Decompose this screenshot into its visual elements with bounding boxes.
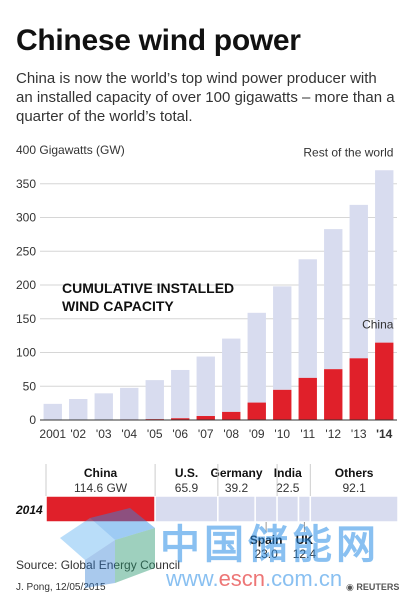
x-tick-label: '11 xyxy=(300,427,315,441)
legend-china: China xyxy=(362,318,394,332)
watermark-text: 中国储能网 xyxy=(160,523,380,567)
x-tick-label: '10 xyxy=(274,427,290,441)
bar-china xyxy=(247,402,266,420)
share-segment-value: 114.6 GW xyxy=(74,481,128,495)
x-tick-label: '08 xyxy=(223,427,239,441)
share-segment-name: Others xyxy=(335,466,374,480)
y-tick-label: 100 xyxy=(16,346,36,360)
y-tick-label: 200 xyxy=(16,278,36,292)
share-segment-name: U.S. xyxy=(175,466,198,480)
reuters-label: REUTERS xyxy=(356,582,400,592)
chart-subtitle: China is now the world’s top wind power … xyxy=(16,70,395,125)
share-segment-value: 12.4 xyxy=(293,547,317,561)
y-tick-label: 50 xyxy=(23,379,37,393)
bar-china xyxy=(273,389,292,420)
reuters-logo: ◉ REUTERS xyxy=(346,582,400,592)
x-tick-label: '12 xyxy=(325,427,341,441)
bar-rest-of-world xyxy=(120,387,139,420)
bar-china xyxy=(222,411,241,420)
x-tick-label: '14 xyxy=(376,427,393,441)
share-segment-value: 39.2 xyxy=(225,481,249,495)
y-tick-label: 150 xyxy=(16,312,36,326)
share-segment-value: 23.0 xyxy=(254,547,278,561)
share-segment-name: China xyxy=(84,466,118,480)
x-tick-label: 2001 xyxy=(39,427,66,441)
bar-rest-of-world xyxy=(375,170,394,343)
share-segment-value: 92.1 xyxy=(342,481,366,495)
x-tick-label: '03 xyxy=(96,427,112,441)
bar-rest-of-world xyxy=(145,380,164,420)
bar-rest-of-world xyxy=(273,286,292,390)
legend-rest-of-world: Rest of the world xyxy=(303,145,393,159)
share-segment xyxy=(154,495,219,523)
x-tick-label: '05 xyxy=(147,427,163,441)
share-segment-name: India xyxy=(274,466,302,480)
chart-annotation: WIND CAPACITY xyxy=(62,298,174,314)
bar-rest-of-world xyxy=(222,338,241,412)
y-tick-label: 300 xyxy=(16,211,36,225)
chart-title: Chinese wind power xyxy=(16,24,301,57)
x-tick-label: '06 xyxy=(172,427,188,441)
watermark-cube-logo xyxy=(60,508,155,588)
share-segment-value: 22.5 xyxy=(276,481,300,495)
y-tick-label: 250 xyxy=(16,244,36,258)
x-tick-label: '02 xyxy=(70,427,86,441)
bar-china xyxy=(375,342,394,420)
watermark-url: www.escn.com.cn xyxy=(166,566,343,591)
share-row-label: 2014 xyxy=(15,503,43,517)
credit-note: J. Pong, 12/05/2015 xyxy=(16,582,106,593)
bar-china xyxy=(196,416,215,420)
bar-china xyxy=(171,418,190,420)
x-tick-label: '04 xyxy=(121,427,137,441)
bar-rest-of-world xyxy=(247,312,266,403)
bar-china xyxy=(298,377,317,420)
share-segment xyxy=(45,495,156,523)
share-segment xyxy=(217,495,256,523)
bar-rest-of-world xyxy=(298,259,317,378)
y-axis-label: 400 Gigawatts (GW) xyxy=(16,143,125,157)
x-tick-label: '09 xyxy=(249,427,265,441)
share-segment-name: Spain xyxy=(250,533,283,547)
bar-rest-of-world xyxy=(94,393,113,420)
share-segment-name: UK xyxy=(296,533,314,547)
bar-rest-of-world xyxy=(69,399,88,420)
bar-rest-of-world xyxy=(171,369,190,419)
y-tick-label: 0 xyxy=(29,413,36,427)
bar-china xyxy=(349,358,368,420)
bar-rest-of-world xyxy=(196,356,215,417)
share-segment xyxy=(309,495,399,523)
chart-annotation: CUMULATIVE INSTALLED xyxy=(62,280,234,296)
x-tick-label: '07 xyxy=(198,427,214,441)
bar-rest-of-world xyxy=(43,403,62,420)
share-segment-value: 65.9 xyxy=(175,481,199,495)
share-segment-name: Germany xyxy=(211,466,263,480)
bar-rest-of-world xyxy=(349,204,368,359)
x-tick-label: '13 xyxy=(351,427,367,441)
bar-china xyxy=(324,369,343,420)
source-note: Source: Global Energy Council xyxy=(16,558,181,572)
bar-rest-of-world xyxy=(324,229,343,370)
y-tick-label: 350 xyxy=(16,177,36,191)
